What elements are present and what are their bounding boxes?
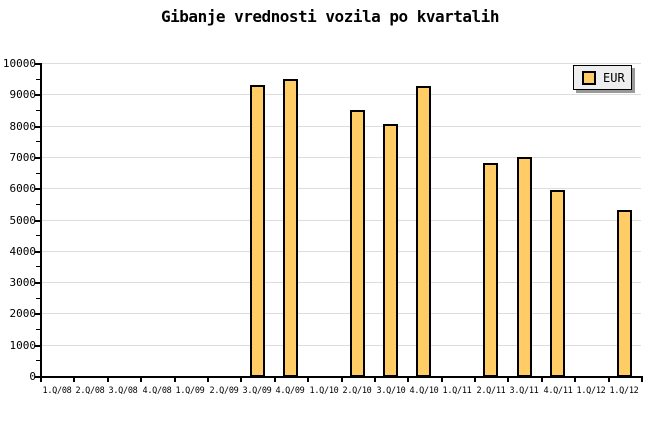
y-major-tick [35,313,40,315]
y-minor-tick [36,141,40,142]
y-axis-line [40,63,42,380]
bar-3.Q/10 [383,124,398,377]
x-tick [140,378,142,382]
x-axis-label: 3.Q/09 [242,386,272,396]
x-axis-label: 4.Q/08 [142,386,172,396]
x-tick [274,378,276,382]
chart-title: Gibanje vrednosti vozila po kvartalih [161,7,499,26]
bar-4.Q/09 [283,79,298,377]
x-axis-label: 3.Q/11 [509,386,539,396]
x-tick [441,378,443,382]
x-axis-line [40,376,643,378]
x-axis-label: 2.Q/10 [342,386,372,396]
y-gridline [42,282,641,283]
y-axis-label: 0 [29,370,36,383]
y-gridline [42,94,641,95]
x-tick [341,378,343,382]
y-axis-label: 2000 [9,307,37,320]
y-minor-tick [36,266,40,267]
bar-3.Q/09 [250,85,265,377]
x-tick [541,378,543,382]
y-axis-label: 6000 [9,182,37,195]
x-axis-label: 3.Q/08 [108,386,138,396]
x-tick [307,378,309,382]
x-tick [40,378,42,382]
y-minor-tick [36,110,40,111]
y-minor-tick [36,329,40,330]
y-gridline [42,126,641,127]
y-axis-label: 5000 [9,214,37,227]
x-tick [73,378,75,382]
y-major-tick [35,282,40,284]
y-minor-tick [36,79,40,80]
y-gridline [42,251,641,252]
y-axis-label: 7000 [9,151,37,164]
y-gridline [42,220,641,221]
x-axis-label: 3.Q/10 [376,386,406,396]
x-axis-label: 1.Q/10 [309,386,339,396]
x-axis-label: 4.Q/10 [409,386,439,396]
x-tick [474,378,476,382]
y-major-tick [35,251,40,253]
y-gridline [42,188,641,189]
y-axis-label: 1000 [9,339,37,352]
x-tick [207,378,209,382]
x-tick [407,378,409,382]
y-major-tick [35,345,40,347]
y-axis-label: 9000 [9,88,37,101]
y-major-tick [35,220,40,222]
y-gridline [42,313,641,314]
bar-3.Q/11 [517,157,532,377]
bar-4.Q/10 [416,86,431,377]
x-axis-label: 4.Q/09 [275,386,305,396]
x-tick [608,378,610,382]
x-tick [507,378,509,382]
legend-swatch-eur [582,70,596,85]
legend-label: EUR [603,70,625,85]
y-gridline [42,63,641,64]
y-gridline [42,157,641,158]
legend: EUR [573,65,632,90]
y-axis-label: 8000 [9,120,37,133]
y-axis-label: 3000 [9,276,37,289]
x-axis-label: 1.Q/12 [576,386,606,396]
x-axis-label: 2.Q/09 [209,386,239,396]
y-major-tick [35,126,40,128]
bar-2.Q/10 [350,110,365,377]
y-major-tick [35,94,40,96]
x-axis-label: 2.Q/08 [75,386,105,396]
x-tick [107,378,109,382]
y-minor-tick [36,235,40,236]
x-tick [641,378,643,382]
x-axis-label: 1.Q/08 [42,386,72,396]
x-axis-label: 2.Q/11 [476,386,506,396]
x-tick [574,378,576,382]
bar-1.Q/12 [617,210,632,377]
y-axis-label: 10000 [2,57,36,70]
y-major-tick [35,188,40,190]
x-axis-label: 4.Q/11 [543,386,573,396]
x-axis-label: 1.Q/11 [442,386,472,396]
y-minor-tick [36,173,40,174]
x-tick [174,378,176,382]
y-axis-label: 4000 [9,245,37,258]
y-major-tick [35,157,40,159]
bar-4.Q/11 [550,190,565,377]
x-axis-label: 1.Q/12 [609,386,639,396]
y-minor-tick [36,298,40,299]
bar-2.Q/11 [483,163,498,377]
x-tick [374,378,376,382]
y-minor-tick [36,204,40,205]
y-gridline [42,345,641,346]
x-axis-label: 1.Q/09 [175,386,205,396]
y-minor-tick [36,360,40,361]
y-major-tick [35,63,40,65]
x-tick [240,378,242,382]
y-major-tick [35,376,40,378]
